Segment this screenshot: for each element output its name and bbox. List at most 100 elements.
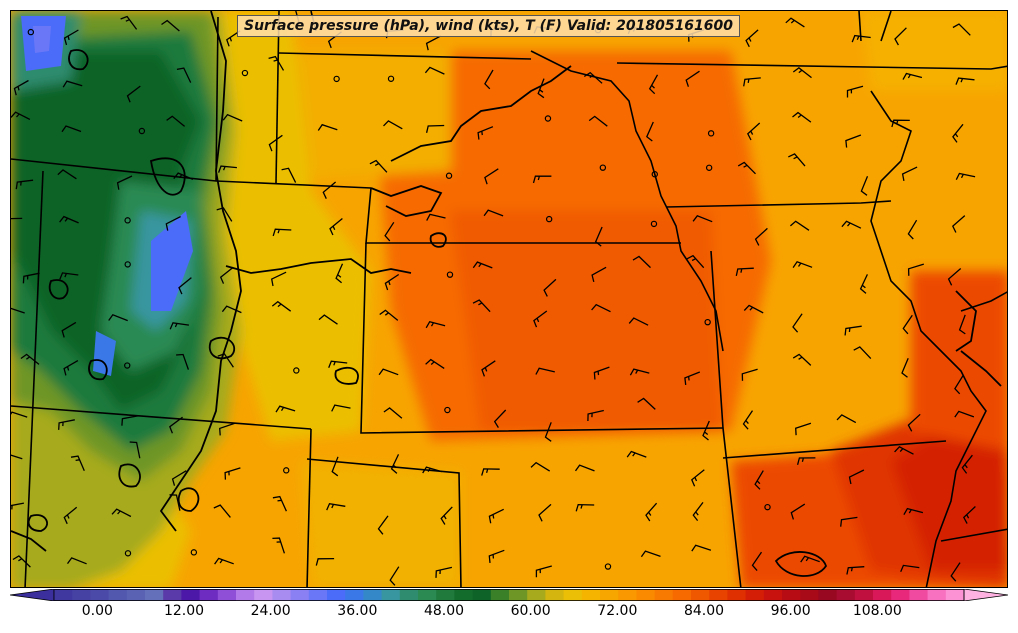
colorbar-segment	[854, 589, 874, 601]
colorbar-segment	[836, 589, 856, 601]
calm-wind-markers	[27, 26, 771, 570]
colorbar-segment	[272, 589, 292, 601]
colorbar-segment	[163, 589, 182, 601]
wind-barb	[800, 555, 820, 563]
calm-wind-marker	[707, 130, 715, 137]
wind-barb	[702, 420, 710, 441]
wind-barb	[481, 468, 500, 476]
colorbar-segment	[927, 589, 947, 601]
wind-barb	[840, 516, 858, 527]
wind-barb	[61, 125, 82, 133]
wind-barb	[63, 360, 79, 376]
wind-barb	[272, 228, 292, 237]
wind-barb	[171, 470, 187, 486]
colorbar-segment	[709, 589, 728, 601]
wind-barb	[532, 175, 552, 184]
calm-wind-marker	[27, 28, 35, 36]
wind-barb	[11, 502, 25, 510]
wind-barb	[789, 220, 810, 231]
wind-barb	[955, 172, 976, 180]
colorbar-segment	[90, 589, 110, 601]
wind-barb	[176, 67, 192, 83]
wind-barb	[594, 226, 603, 247]
surface-pressure-isobars	[11, 11, 1002, 577]
wind-barb	[219, 266, 234, 284]
wind-barb	[907, 263, 924, 276]
wind-barb	[11, 217, 23, 220]
wind-barb	[224, 467, 241, 480]
wind-barb	[628, 317, 649, 326]
wind-barb	[176, 353, 190, 370]
wind-barb	[575, 503, 595, 512]
wind-barb	[743, 77, 761, 87]
wind-barb	[790, 503, 806, 520]
wind-barb	[390, 454, 400, 474]
wind-barb	[788, 153, 806, 167]
wind-barb	[271, 300, 292, 312]
wind-barb	[533, 310, 548, 328]
wind-barb	[22, 272, 40, 284]
wind-barb	[488, 549, 505, 563]
colorbar-segment	[181, 589, 201, 601]
wind-barb	[646, 121, 654, 142]
wind-barb	[169, 494, 181, 511]
wind-barb	[15, 179, 34, 190]
wind-barb	[535, 367, 555, 375]
colorbar-segment	[545, 589, 565, 601]
wind-barb	[955, 77, 975, 85]
colorbar-segment	[381, 589, 401, 601]
wind-barb	[383, 407, 403, 419]
wind-barb	[11, 307, 25, 314]
wind-barb	[483, 209, 504, 217]
mississippi-river	[530, 50, 1007, 587]
wind-barb	[735, 267, 754, 277]
wind-barb	[902, 314, 913, 335]
wind-barb	[574, 464, 595, 472]
colorbar-segment	[509, 589, 528, 601]
wind-barb	[217, 165, 237, 173]
wind-barb	[648, 74, 659, 95]
wind-barb	[384, 221, 395, 242]
colorbar-segment	[618, 589, 637, 601]
wind-barb	[328, 360, 348, 368]
wind-barb	[61, 321, 77, 338]
wind-barb	[629, 368, 650, 376]
wind-barb	[958, 314, 966, 335]
wind-barb	[900, 564, 920, 573]
colorbar-segment	[363, 589, 383, 601]
wind-barb	[11, 454, 23, 460]
wind-barb	[317, 123, 338, 131]
colorbar-segment	[418, 589, 437, 601]
colorbar-segment	[745, 589, 765, 601]
wind-barb	[853, 346, 872, 360]
calm-wind-marker	[333, 75, 340, 83]
wind-barb	[543, 278, 557, 297]
colorbar-segment	[636, 589, 656, 601]
wind-barb	[950, 562, 961, 582]
colorbar-segment	[254, 589, 273, 601]
calm-wind-marker	[124, 550, 132, 557]
wind-barb	[425, 124, 445, 133]
colorbar-tick-label: 72.00	[597, 603, 638, 619]
colorbar-segment	[345, 589, 364, 601]
colorbar-segment	[217, 589, 237, 601]
wind-barb	[378, 368, 399, 376]
wind-barb	[961, 454, 973, 474]
wind-barb	[754, 470, 764, 490]
wind-barb	[951, 215, 966, 233]
wind-barb	[530, 461, 551, 472]
wind-barb	[745, 29, 759, 48]
calm-wind-marker	[190, 549, 198, 556]
wind-barb	[472, 299, 491, 313]
wind-barb	[11, 111, 31, 120]
colorbar-segment	[327, 589, 346, 601]
calm-wind-marker	[446, 271, 454, 278]
calm-wind-marker	[444, 406, 451, 414]
wind-barb	[626, 450, 647, 458]
wind-barb	[108, 314, 128, 322]
wind-barb	[859, 274, 868, 294]
wind-barb	[484, 69, 494, 90]
colorbar-min-arrow	[10, 589, 55, 601]
wind-barb	[216, 207, 233, 222]
wind-barb	[685, 70, 700, 87]
